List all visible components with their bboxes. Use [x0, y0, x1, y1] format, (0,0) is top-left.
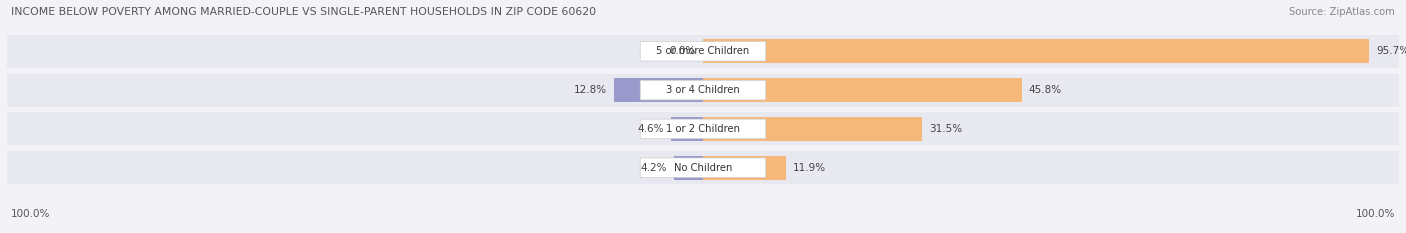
Text: 4.2%: 4.2%	[640, 163, 666, 173]
Text: 4.6%: 4.6%	[637, 124, 664, 134]
Text: 1 or 2 Children: 1 or 2 Children	[666, 124, 740, 134]
Bar	[703, 117, 922, 141]
Text: 0.0%: 0.0%	[669, 46, 696, 56]
Bar	[703, 39, 1369, 63]
FancyBboxPatch shape	[640, 119, 766, 139]
Text: 11.9%: 11.9%	[793, 163, 825, 173]
Text: 5 or more Children: 5 or more Children	[657, 46, 749, 56]
Text: 45.8%: 45.8%	[1029, 85, 1062, 95]
Bar	[7, 113, 1399, 145]
Text: Source: ZipAtlas.com: Source: ZipAtlas.com	[1289, 7, 1395, 17]
Bar	[7, 74, 1399, 107]
Bar	[7, 35, 1399, 68]
Text: 100.0%: 100.0%	[11, 209, 51, 219]
Bar	[703, 78, 1022, 102]
Text: INCOME BELOW POVERTY AMONG MARRIED-COUPLE VS SINGLE-PARENT HOUSEHOLDS IN ZIP COD: INCOME BELOW POVERTY AMONG MARRIED-COUPL…	[11, 7, 596, 17]
Text: 3 or 4 Children: 3 or 4 Children	[666, 85, 740, 95]
Text: No Children: No Children	[673, 163, 733, 173]
Bar	[614, 78, 703, 102]
FancyBboxPatch shape	[640, 80, 766, 100]
Bar	[673, 156, 703, 180]
Legend: Married Couples, Single Parents: Married Couples, Single Parents	[599, 230, 807, 233]
Text: 100.0%: 100.0%	[1355, 209, 1395, 219]
Text: 31.5%: 31.5%	[929, 124, 962, 134]
FancyBboxPatch shape	[640, 158, 766, 178]
FancyBboxPatch shape	[640, 41, 766, 61]
Bar	[7, 151, 1399, 184]
Text: 95.7%: 95.7%	[1376, 46, 1406, 56]
Bar	[703, 156, 786, 180]
Bar	[671, 117, 703, 141]
Text: 12.8%: 12.8%	[574, 85, 607, 95]
